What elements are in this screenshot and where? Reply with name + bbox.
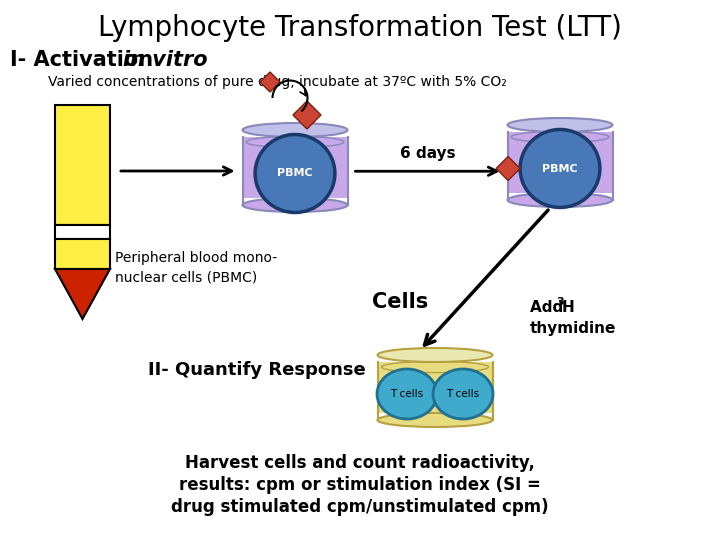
Text: Cells: Cells <box>372 292 428 312</box>
Text: results: cpm or stimulation index (SI =: results: cpm or stimulation index (SI = <box>179 476 541 494</box>
Ellipse shape <box>382 361 488 373</box>
Ellipse shape <box>377 413 492 427</box>
Polygon shape <box>293 101 321 129</box>
Ellipse shape <box>246 137 344 147</box>
Polygon shape <box>260 72 280 92</box>
Ellipse shape <box>377 348 492 362</box>
Ellipse shape <box>511 131 609 143</box>
Text: I- Activation: I- Activation <box>10 50 161 70</box>
Ellipse shape <box>243 198 348 212</box>
Polygon shape <box>55 105 110 225</box>
Polygon shape <box>496 157 520 180</box>
Text: Lymphocyte Transformation Test (LTT): Lymphocyte Transformation Test (LTT) <box>98 14 622 42</box>
Polygon shape <box>377 362 492 413</box>
Text: thymidine: thymidine <box>530 321 616 335</box>
Polygon shape <box>55 225 110 239</box>
Text: Harvest cells and count radioactivity,: Harvest cells and count radioactivity, <box>185 454 535 472</box>
Text: T cells: T cells <box>446 389 480 399</box>
Ellipse shape <box>508 118 613 132</box>
Polygon shape <box>55 239 110 269</box>
Text: Varied concentrations of pure drug, incubate at 37ºC with 5% CO₂: Varied concentrations of pure drug, incu… <box>48 75 507 89</box>
Text: 3: 3 <box>556 297 564 307</box>
Ellipse shape <box>377 369 437 419</box>
Text: H: H <box>562 300 575 315</box>
Polygon shape <box>55 269 110 319</box>
Text: 6 days: 6 days <box>400 146 455 161</box>
Text: drug stimulated cpm/unstimulated cpm): drug stimulated cpm/unstimulated cpm) <box>171 498 549 516</box>
Ellipse shape <box>243 123 348 137</box>
Ellipse shape <box>255 134 335 213</box>
Ellipse shape <box>508 193 613 207</box>
Text: PBMC: PBMC <box>277 168 312 179</box>
Polygon shape <box>508 132 613 193</box>
Text: in vitro: in vitro <box>123 50 207 70</box>
Ellipse shape <box>520 130 600 207</box>
Text: PBMC: PBMC <box>542 164 578 173</box>
Polygon shape <box>243 137 348 198</box>
Text: Peripheral blood mono-
nuclear cells (PBMC): Peripheral blood mono- nuclear cells (PB… <box>115 251 277 285</box>
Text: T cells: T cells <box>390 389 423 399</box>
Text: Add: Add <box>530 300 569 315</box>
Text: II- Quantify Response: II- Quantify Response <box>148 361 366 379</box>
Ellipse shape <box>433 369 493 419</box>
